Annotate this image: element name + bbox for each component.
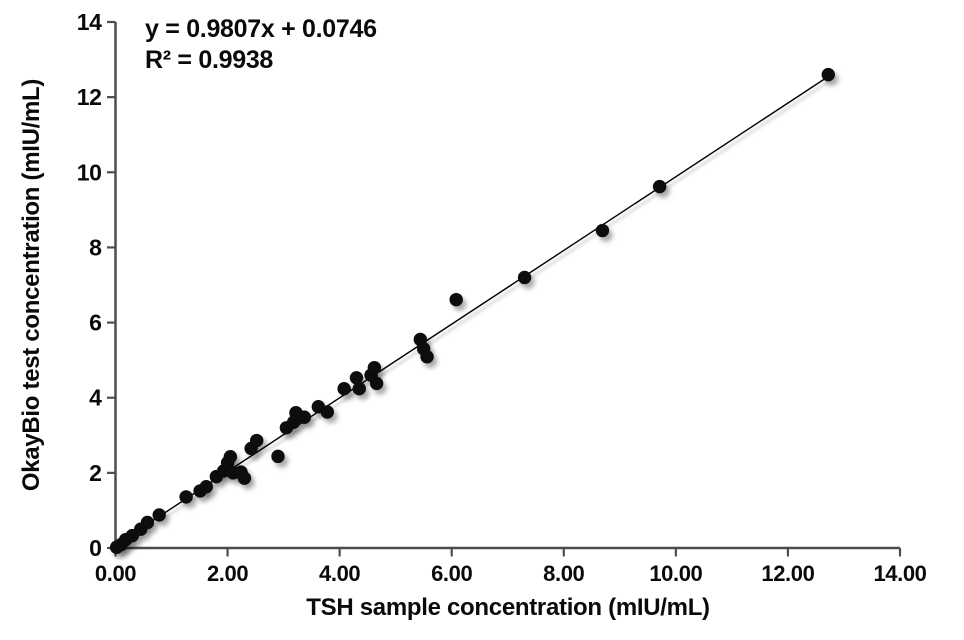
data-point: [250, 433, 264, 448]
y-tick-label: 14: [77, 9, 102, 35]
data-point: [271, 449, 285, 464]
axes: 0.00 2.00 4.00 6.00 8.00 10.00 12.00 14.00 0 2 4 6 8…: [77, 9, 927, 586]
x-tick-label: 12.00: [761, 561, 814, 586]
data-point: [517, 270, 532, 285]
x-tick-label: 14.00: [873, 561, 926, 586]
y-tick-label: 2: [89, 460, 101, 486]
data-point: [337, 381, 351, 396]
equation-text: y = 0.9807x + 0.0746: [145, 15, 377, 43]
x-tick-label: 2.00: [207, 561, 248, 586]
data-point: [140, 515, 155, 530]
data-point: [223, 450, 238, 464]
data-point: [420, 350, 434, 364]
data-point: [352, 381, 366, 396]
data-point: [595, 223, 610, 238]
x-tick-label: 0.00: [95, 561, 136, 586]
y-tick-label: 8: [89, 234, 102, 260]
x-tick-label: 4.00: [319, 561, 360, 586]
data-point: [369, 376, 384, 391]
x-tick-label: 10.00: [649, 561, 702, 586]
data-point: [449, 292, 463, 307]
data-point: [320, 405, 335, 419]
y-tick-label: 4: [89, 385, 102, 411]
regression-annotation: y = 0.9807x + 0.0746 R² = 0.9938: [145, 14, 377, 76]
y-tick-label: 12: [77, 84, 102, 110]
data-points: [109, 67, 835, 554]
data-point: [349, 371, 364, 385]
x-axis-title: TSH sample concentration (mIU/mL): [306, 594, 710, 621]
data-point: [199, 480, 213, 494]
data-point: [821, 67, 835, 82]
r-squared-text: R² = 0.9938: [145, 46, 274, 74]
x-tick-label: 6.00: [431, 561, 472, 586]
data-point: [367, 360, 382, 375]
y-tick-label: 10: [77, 159, 102, 185]
data-point: [297, 410, 312, 424]
data-point: [652, 179, 667, 194]
data-point: [237, 471, 252, 485]
data-point: [179, 490, 193, 504]
x-tick-label: 8.00: [543, 561, 584, 586]
data-point: [152, 508, 166, 522]
y-tick-label: 6: [89, 310, 101, 336]
y-tick-label: 0: [89, 535, 101, 561]
